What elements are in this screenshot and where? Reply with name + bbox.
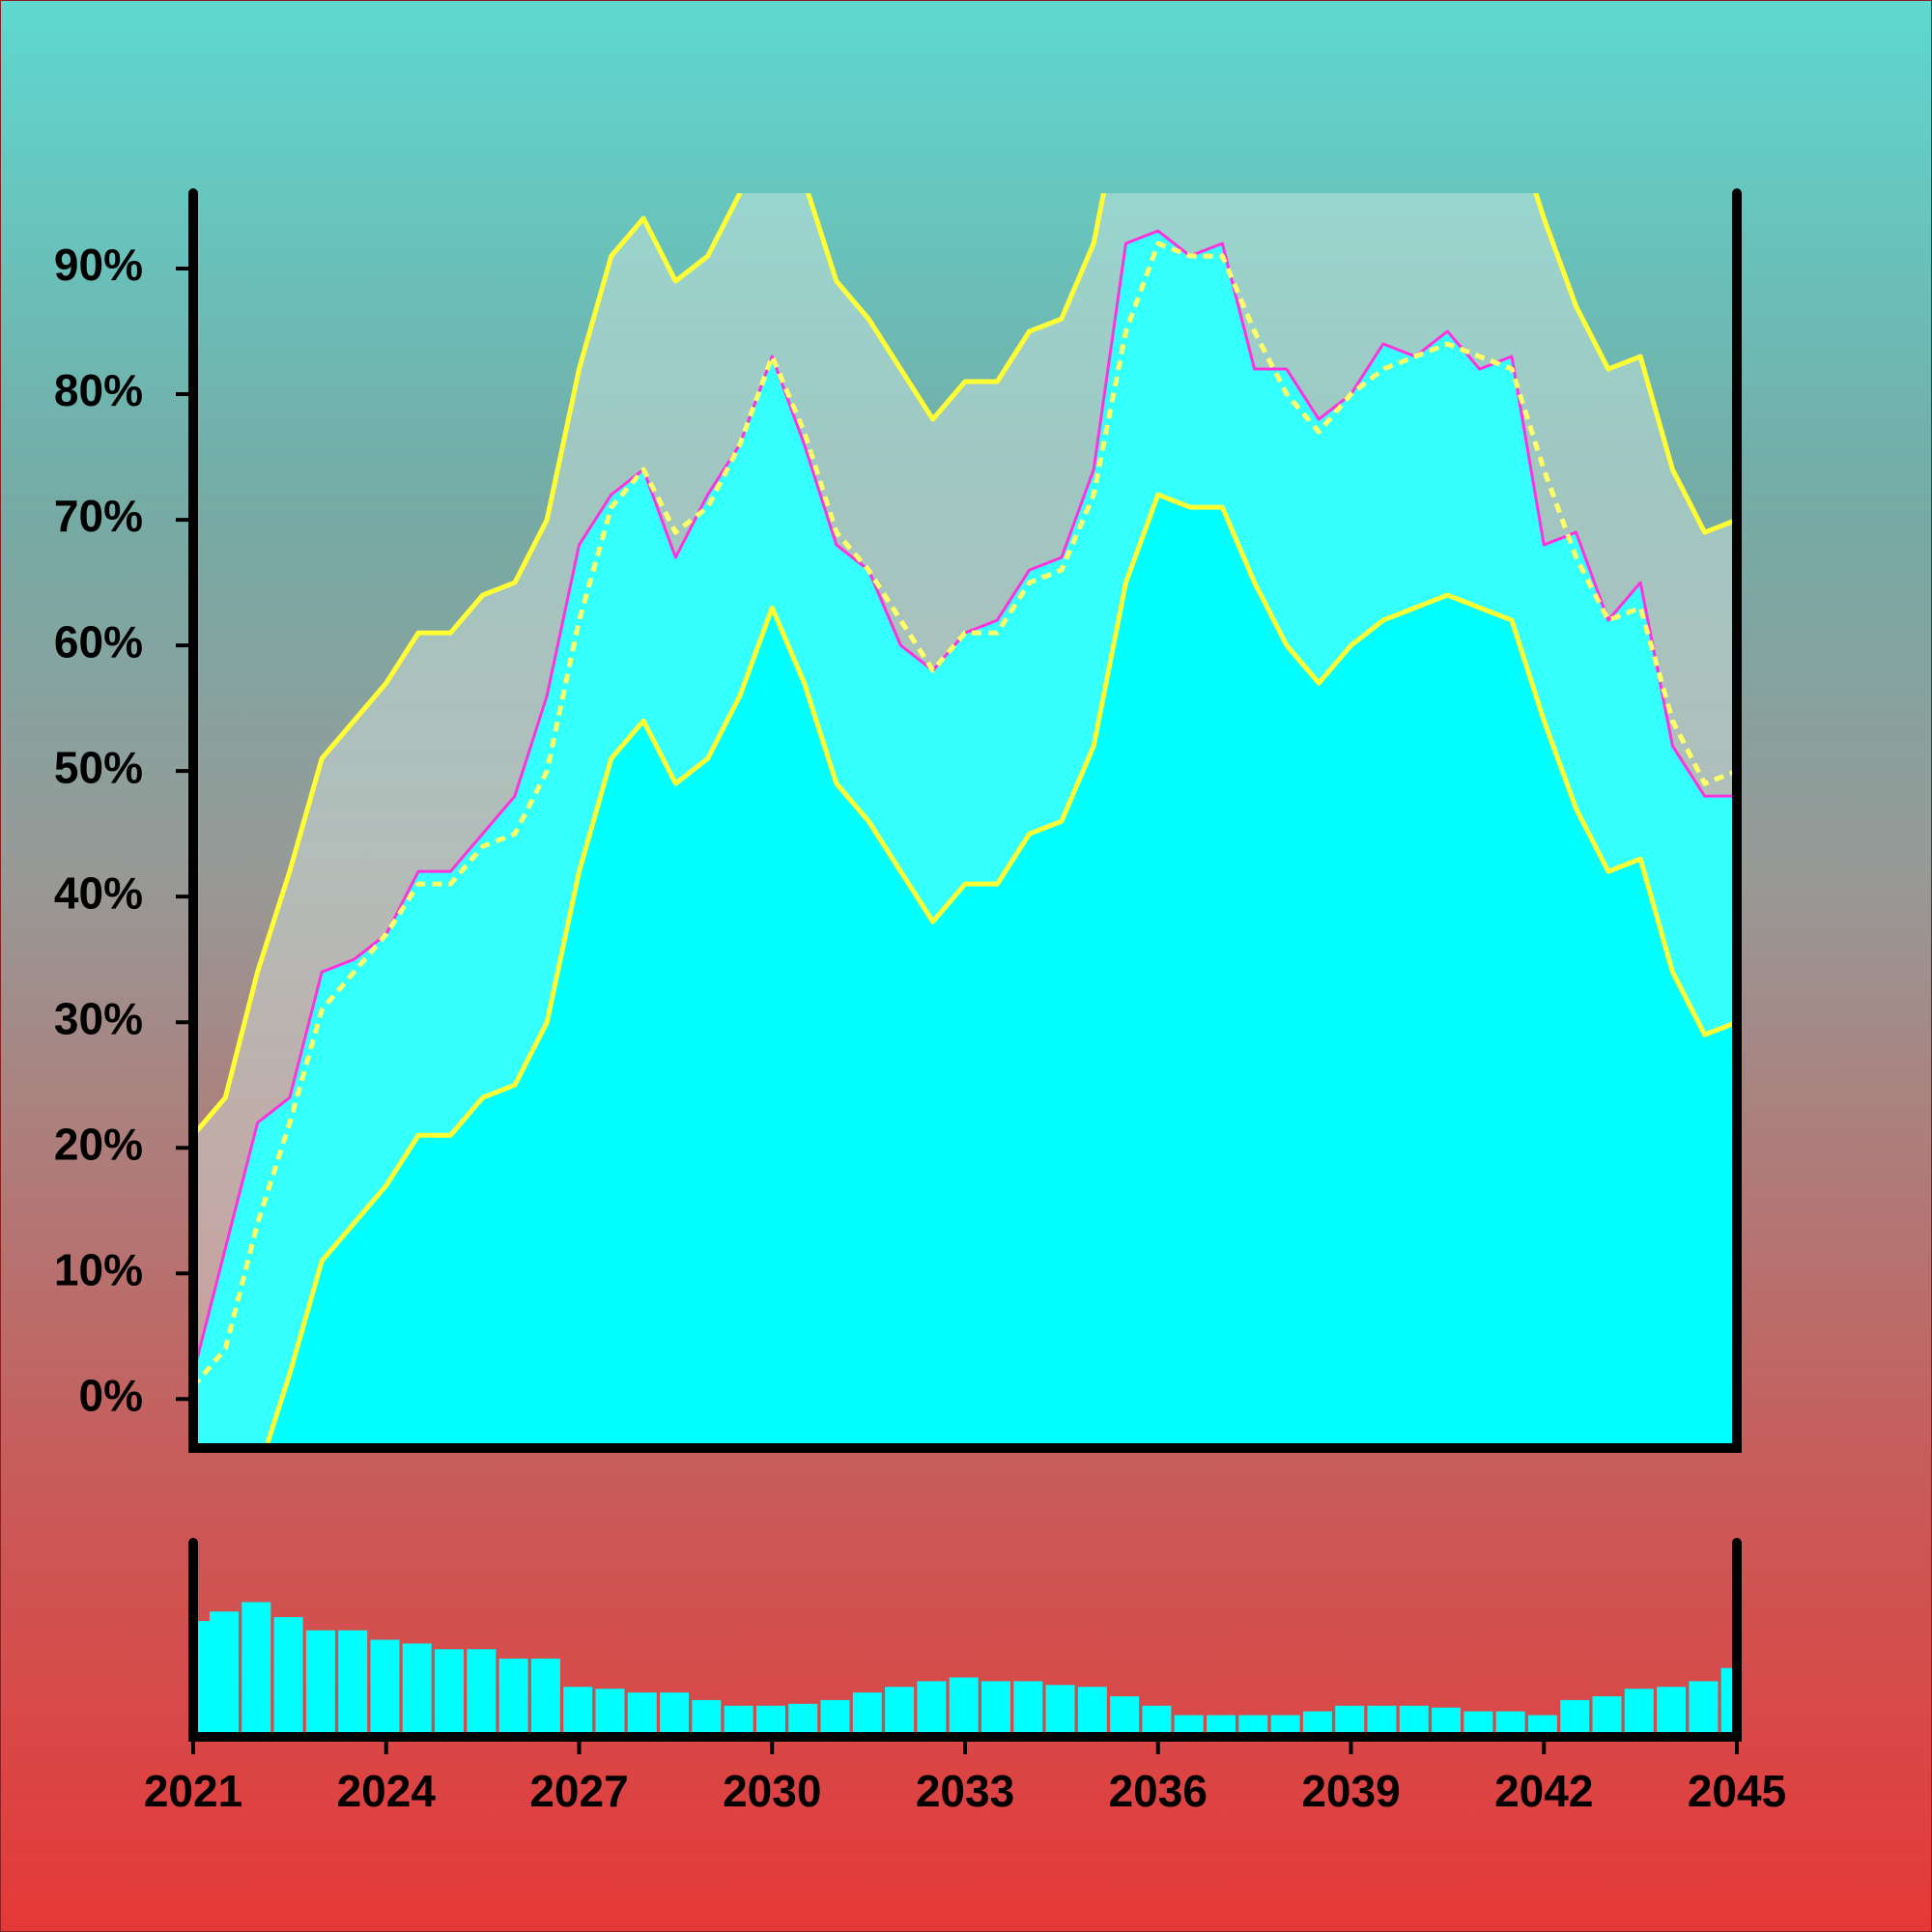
volume-bar [885, 1687, 915, 1734]
y-tick-label: 0% [79, 1370, 143, 1420]
volume-bar [820, 1699, 850, 1734]
volume-bar [1077, 1687, 1107, 1734]
volume-bar [1527, 1715, 1557, 1734]
volume-bar [273, 1617, 303, 1734]
y-tick-label: 20% [54, 1119, 143, 1169]
volume-bar [1045, 1685, 1075, 1734]
volume-bar [852, 1692, 882, 1734]
volume-bar [530, 1659, 560, 1734]
volume-bar [980, 1681, 1010, 1734]
x-tick-label: 2021 [144, 1766, 242, 1816]
volume-bar [338, 1630, 368, 1734]
volume-bar [1560, 1699, 1590, 1734]
volume-bar [498, 1659, 528, 1734]
volume-bar [1592, 1696, 1622, 1734]
volume-bar [1207, 1715, 1236, 1734]
series-line [193, 193, 1737, 1137]
volume-bar [627, 1692, 657, 1734]
volume-bar [467, 1649, 497, 1734]
volume-plot [193, 1602, 1737, 1734]
y-tick-label: 60% [54, 616, 143, 667]
volume-bar [242, 1602, 271, 1734]
volume-bar [595, 1689, 625, 1734]
volume-bar [1432, 1707, 1462, 1734]
x-tick-label: 2039 [1301, 1766, 1400, 1816]
volume-bar [724, 1705, 753, 1734]
main-frame [188, 188, 1742, 1453]
volume-bar [1270, 1715, 1300, 1734]
volume-bar [917, 1681, 947, 1734]
volume-bar [1495, 1711, 1525, 1734]
volume-bar [1302, 1711, 1332, 1734]
main-plot [193, 193, 1737, 1448]
volume-bar [949, 1677, 979, 1734]
volume-bar [788, 1703, 818, 1734]
y-tick-label: 90% [54, 240, 143, 290]
volume-bar [1110, 1696, 1140, 1734]
volume-bar [1238, 1715, 1268, 1734]
volume-bar [563, 1687, 593, 1734]
volume-bar [1174, 1715, 1204, 1734]
series-line [263, 492, 1737, 1448]
volume-bar [435, 1649, 465, 1734]
volume-bar [209, 1611, 239, 1734]
volume-bar [1657, 1687, 1687, 1734]
volume-bar [1142, 1705, 1172, 1734]
x-tick-label: 2045 [1688, 1766, 1786, 1816]
y-tick-label: 80% [54, 365, 143, 415]
x-tick-label: 2024 [337, 1766, 437, 1816]
volume-bar [1399, 1705, 1429, 1734]
volume-bar [305, 1630, 335, 1734]
series-line [193, 241, 1737, 1388]
area-fill [193, 495, 1737, 1448]
y-tick-label: 10% [54, 1244, 143, 1294]
x-tick-label: 2036 [1109, 1766, 1208, 1816]
x-tick-label: 2030 [723, 1766, 821, 1816]
x-tick-label: 2042 [1494, 1766, 1593, 1816]
volume-bar [402, 1643, 432, 1734]
volume-bar [692, 1699, 722, 1734]
volume-bar [1624, 1689, 1654, 1734]
axes: 0% 10% 20% 30% 40% 50% 60% 70% 80% 90% 2021 2024 202… [54, 188, 1786, 1816]
volume-bar [370, 1639, 400, 1734]
y-tick-label: 40% [54, 867, 143, 918]
volume-bar [755, 1705, 785, 1734]
volume-bar [1013, 1681, 1043, 1734]
x-tick-label: 2027 [529, 1766, 628, 1816]
volume-bar [1367, 1705, 1397, 1734]
y-tick-label: 50% [54, 742, 143, 792]
y-tick-label: 70% [54, 491, 143, 541]
y-tick-label: 30% [54, 993, 143, 1043]
volume-bar [660, 1692, 690, 1734]
x-tick-label: 2033 [916, 1766, 1014, 1816]
volume-bar [1335, 1705, 1365, 1734]
volume-bar [1463, 1711, 1493, 1734]
volume-bar [1689, 1681, 1719, 1734]
